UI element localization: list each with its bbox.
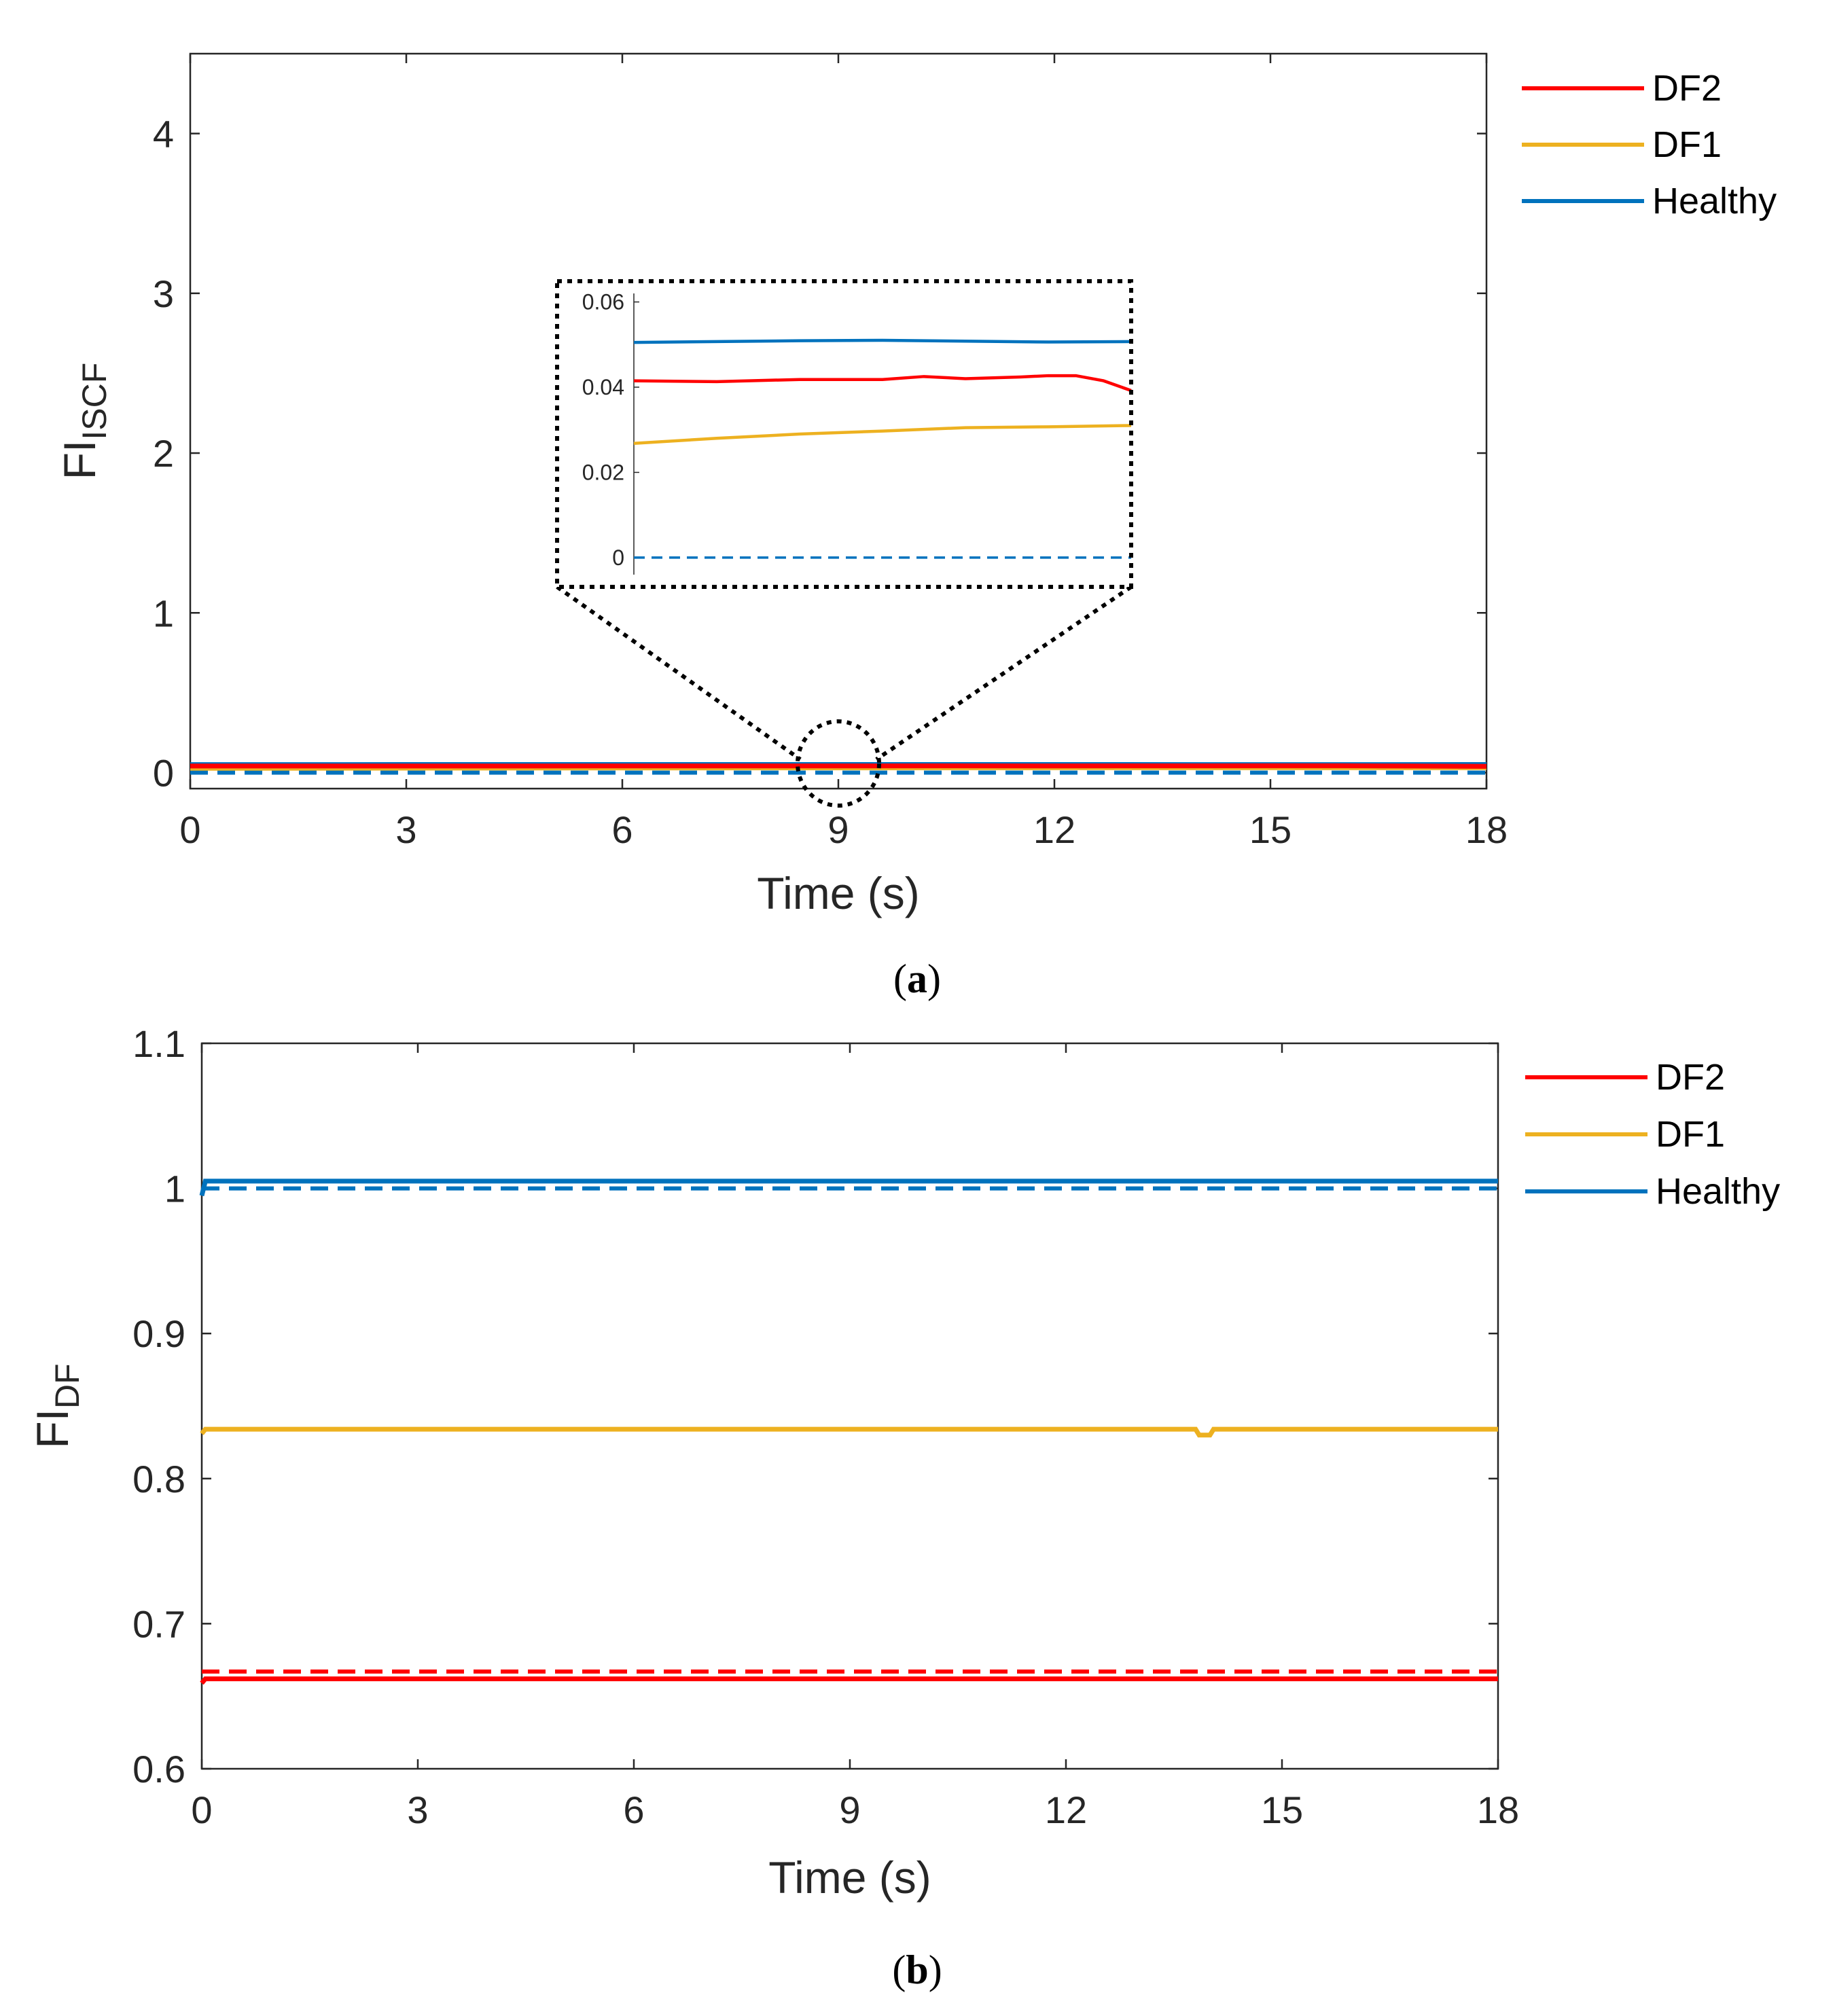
panel-b-x-tick-label: 0 xyxy=(191,1788,212,1831)
panel-a-x-tick-label: 12 xyxy=(1033,808,1075,851)
panel-a-y-tick-label: 0 xyxy=(153,751,174,794)
panel-b-y-tick-label: 0.9 xyxy=(132,1312,185,1355)
panel-b-data xyxy=(199,1178,1498,1685)
panel-b-y-tick-label: 0.6 xyxy=(132,1748,185,1790)
panel-a-y-tick-label: 4 xyxy=(153,113,174,156)
panel-a-data xyxy=(190,761,1487,775)
panel-a-zoom-connector-left xyxy=(556,585,802,761)
panel-a-inset-y-tick-label: 0.04 xyxy=(582,375,624,399)
panel-a-x-tick-label: 18 xyxy=(1465,808,1508,851)
panel-b: 0 3 6 9 12 15 18 0.6 0.7 0.8 0.9 1 1.1 Time (s) FIDF… xyxy=(27,1022,1780,1992)
panel-a-inset-ticks: 0 0.02 0.04 0.06 xyxy=(582,290,639,570)
panel-a-inset-y-tick-label: 0.02 xyxy=(582,460,624,484)
panel-a-inset-y-tick-label: 0.06 xyxy=(582,290,624,314)
panel-b-series-healthy xyxy=(199,1178,1498,1197)
panel-b-y-tick-label: 1 xyxy=(164,1168,185,1210)
panel-a-inset-series-df1 xyxy=(633,424,1132,446)
panel-b-series-df2 xyxy=(200,1676,1498,1685)
panel-b-x-tick-label: 12 xyxy=(1045,1788,1087,1831)
legend-a-label-df1: DF1 xyxy=(1652,124,1722,165)
panel-b-x-tick-label: 6 xyxy=(623,1788,644,1831)
panel-b-series-df1 xyxy=(200,1426,1498,1438)
panel-a-x-tick-label: 0 xyxy=(179,808,200,851)
panel-a-inset-series-healthy xyxy=(633,338,1132,344)
panel-b-y-tick-label: 0.7 xyxy=(132,1602,185,1645)
panel-a-x-tick-label: 6 xyxy=(611,808,633,851)
panel-a-y-axis-title: FIISCF xyxy=(54,363,113,480)
panel-a-inset-y-tick-label: 0 xyxy=(612,545,624,570)
legend-a-label-df2: DF2 xyxy=(1652,68,1722,109)
panel-b-x-tick-label: 15 xyxy=(1261,1788,1303,1831)
panel-a-inset-background xyxy=(557,281,1131,587)
legend-b-label-df1: DF1 xyxy=(1656,1114,1725,1155)
panel-b-x-axis-title: Time (s) xyxy=(768,1852,931,1903)
panel-a-y-tick-label: 1 xyxy=(153,592,174,634)
panel-b-y-axis-title: FIDF xyxy=(27,1363,86,1448)
legend-b-label-healthy: Healthy xyxy=(1656,1171,1780,1212)
panel-a-inset-series-df2 xyxy=(633,374,1132,393)
panel-b-caption: (b) xyxy=(892,1947,942,1992)
panel-a-zoom-circle xyxy=(796,719,881,808)
panel-a-zoom-connector-right xyxy=(875,585,1133,761)
legend-a-label-healthy: Healthy xyxy=(1652,181,1777,221)
panel-b-ticks: 0 3 6 9 12 15 18 0.6 0.7 0.8 0.9 1 1.1 xyxy=(132,1022,1519,1831)
panel-a-inset-frame xyxy=(555,279,1133,589)
panel-a-x-tick-label: 9 xyxy=(827,808,849,851)
panel-a-y-tick-label: 2 xyxy=(153,432,174,475)
panel-a-y-tick-label: 3 xyxy=(153,272,174,315)
panel-b-plot-area xyxy=(200,1042,1499,1770)
panel-a-inset: 0 0.02 0.04 0.06 xyxy=(555,279,1133,589)
panel-b-legend: DF2 DF1 Healthy xyxy=(1525,1057,1780,1212)
panel-a-inset-data xyxy=(633,338,1132,559)
panel-a-caption: (a) xyxy=(893,956,941,1001)
panel-b-y-tick-label: 1.1 xyxy=(132,1022,185,1065)
panel-a-x-axis-title: Time (s) xyxy=(757,868,920,918)
panel-b-x-tick-label: 18 xyxy=(1477,1788,1519,1831)
panel-a-x-tick-label: 3 xyxy=(395,808,416,851)
panel-b-x-tick-label: 9 xyxy=(839,1788,860,1831)
panel-a-legend: DF2 DF1 Healthy xyxy=(1522,68,1777,221)
legend-b-label-df2: DF2 xyxy=(1656,1057,1725,1098)
panel-a-x-tick-label: 15 xyxy=(1249,808,1291,851)
panel-b-y-tick-label: 0.8 xyxy=(132,1458,185,1500)
panel-b-x-tick-label: 3 xyxy=(407,1788,428,1831)
